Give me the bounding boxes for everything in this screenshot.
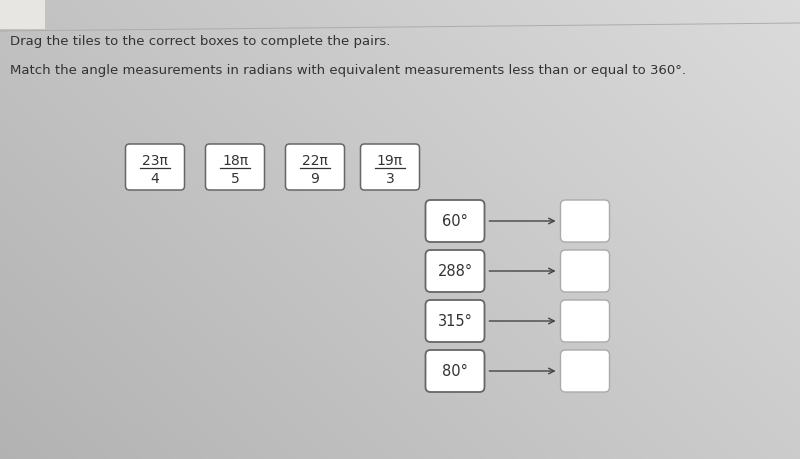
Text: 288°: 288° (438, 263, 473, 279)
FancyBboxPatch shape (426, 300, 485, 342)
Text: 60°: 60° (442, 213, 468, 229)
FancyBboxPatch shape (286, 144, 345, 190)
FancyBboxPatch shape (426, 250, 485, 292)
Text: 5: 5 (230, 172, 239, 186)
Text: 315°: 315° (438, 313, 473, 329)
FancyBboxPatch shape (0, 0, 45, 29)
FancyBboxPatch shape (561, 350, 610, 392)
FancyBboxPatch shape (206, 144, 265, 190)
FancyBboxPatch shape (561, 200, 610, 242)
FancyBboxPatch shape (561, 250, 610, 292)
Text: Drag the tiles to the correct boxes to complete the pairs.: Drag the tiles to the correct boxes to c… (10, 35, 390, 48)
Text: Match the angle measurements in radians with equivalent measurements less than o: Match the angle measurements in radians … (10, 64, 686, 77)
Text: 3: 3 (386, 172, 394, 186)
Text: 19π: 19π (377, 154, 403, 168)
Text: 9: 9 (310, 172, 319, 186)
Text: 22π: 22π (302, 154, 328, 168)
Text: 80°: 80° (442, 364, 468, 379)
FancyBboxPatch shape (126, 144, 185, 190)
Text: 4: 4 (150, 172, 159, 186)
FancyBboxPatch shape (426, 200, 485, 242)
FancyBboxPatch shape (361, 144, 419, 190)
Text: 23π: 23π (142, 154, 168, 168)
Text: 18π: 18π (222, 154, 248, 168)
FancyBboxPatch shape (426, 350, 485, 392)
FancyBboxPatch shape (561, 300, 610, 342)
